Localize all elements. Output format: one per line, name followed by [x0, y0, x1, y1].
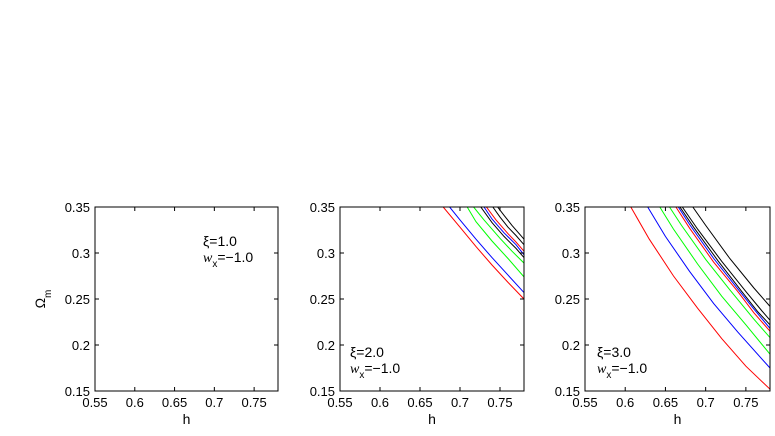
y-tick-label: 0.35 — [555, 200, 580, 215]
y-axis-label: Ωm — [32, 290, 54, 309]
w-annotation: wx=−1.0 — [597, 360, 647, 381]
y-tick-label: 0.15 — [555, 384, 580, 399]
series-line-3 — [466, 207, 524, 278]
y-tick-label: 0.3 — [72, 246, 90, 261]
w-annotation: wx=−1.0 — [350, 360, 400, 381]
x-axis-label: h — [428, 411, 436, 427]
series-line-4 — [669, 207, 770, 338]
series-line-8 — [492, 207, 524, 246]
series-group — [442, 207, 524, 300]
y-tick-label: 0.25 — [310, 292, 335, 307]
y-tick-label: 0.25 — [555, 292, 580, 307]
y-tick-label: 0.3 — [562, 246, 580, 261]
series-line-6 — [677, 207, 770, 329]
series-line-4 — [473, 207, 524, 264]
x-tick-label: 0.7 — [205, 395, 223, 410]
w-subscript: x — [212, 259, 217, 270]
x-tick-label: 0.6 — [616, 395, 634, 410]
chart-panel-2: 0.55 0.6 0.65 0.7 0.75 0.15 0.2 0.25 0.3 0.35 h ξ=2… — [310, 200, 525, 427]
xi-annotation: ξ=3.0 — [597, 344, 631, 360]
panel-annotation: ξ=2.0wx=−1.0 — [350, 344, 400, 381]
series-line-7 — [485, 207, 524, 252]
series-line-9 — [692, 207, 770, 307]
y-tick-label: 0.2 — [317, 338, 335, 353]
w-value: =−1.0 — [611, 360, 647, 376]
x-tick-label: 0.65 — [407, 395, 432, 410]
x-tick-label: 0.65 — [162, 395, 187, 410]
y-tick-label: 0.2 — [72, 338, 90, 353]
y-tick-label: 0.3 — [317, 246, 335, 261]
y-tick-label: 0.35 — [65, 200, 90, 215]
y-tick-label: 0.35 — [310, 200, 335, 215]
series-line-6 — [483, 207, 524, 256]
series-line-1 — [442, 207, 524, 300]
x-axis-label: h — [183, 411, 191, 427]
w-annotation: wx=−1.0 — [203, 249, 253, 270]
x-tick-label: 0.55 — [82, 395, 107, 410]
series-line-1 — [630, 207, 770, 390]
w-subscript: x — [359, 370, 364, 381]
y-axis-label-main: Ω — [32, 298, 48, 308]
series-line-2 — [647, 207, 770, 369]
x-tick-label: 0.75 — [733, 395, 758, 410]
x-tick-label: 0.55 — [572, 395, 597, 410]
x-axis-label: h — [674, 411, 682, 427]
w-symbol: w — [203, 251, 213, 266]
y-tick-label: 0.25 — [65, 292, 90, 307]
y-axis-label-sub: m — [43, 290, 54, 298]
x-tick-label: 0.6 — [371, 395, 389, 410]
w-value: =−1.0 — [217, 249, 253, 265]
y-tick-label: 0.15 — [65, 384, 90, 399]
w-symbol: w — [597, 362, 607, 377]
series-line-3 — [659, 207, 770, 355]
series-line-7 — [679, 207, 770, 326]
panel-annotation: ξ=1.0wx=−1.0 — [203, 233, 253, 270]
x-tick-label: 0.55 — [327, 395, 352, 410]
chart-panel-1: 0.55 0.6 0.65 0.7 0.75 0.15 0.2 0.25 0.3 0.35 h Ωm ξ… — [32, 200, 279, 427]
x-tick-label: 0.65 — [653, 395, 678, 410]
chart-panel-3: 0.55 0.6 0.65 0.7 0.75 0.15 0.2 0.25 0.3 0.35 h ξ=3… — [555, 200, 771, 427]
w-symbol: w — [350, 362, 360, 377]
plot-frame — [94, 206, 279, 392]
x-tick-label: 0.7 — [451, 395, 469, 410]
y-tick-label: 0.15 — [310, 384, 335, 399]
series-line-9 — [497, 207, 524, 240]
x-tick-label: 0.7 — [697, 395, 715, 410]
series-line-2 — [449, 207, 524, 293]
y-tick-label: 0.2 — [562, 338, 580, 353]
w-value: =−1.0 — [364, 360, 400, 376]
x-tick-label: 0.75 — [487, 395, 512, 410]
series-line-8 — [681, 207, 770, 321]
xi-annotation: ξ=1.0 — [203, 233, 237, 249]
x-tick-label: 0.6 — [126, 395, 144, 410]
series-group — [630, 207, 770, 390]
series-line-5 — [675, 207, 770, 332]
w-subscript: x — [606, 370, 611, 381]
series-line-5 — [480, 207, 524, 258]
panel-annotation: ξ=3.0wx=−1.0 — [597, 344, 647, 381]
xi-annotation: ξ=2.0 — [350, 344, 384, 360]
x-tick-label: 0.75 — [241, 395, 266, 410]
